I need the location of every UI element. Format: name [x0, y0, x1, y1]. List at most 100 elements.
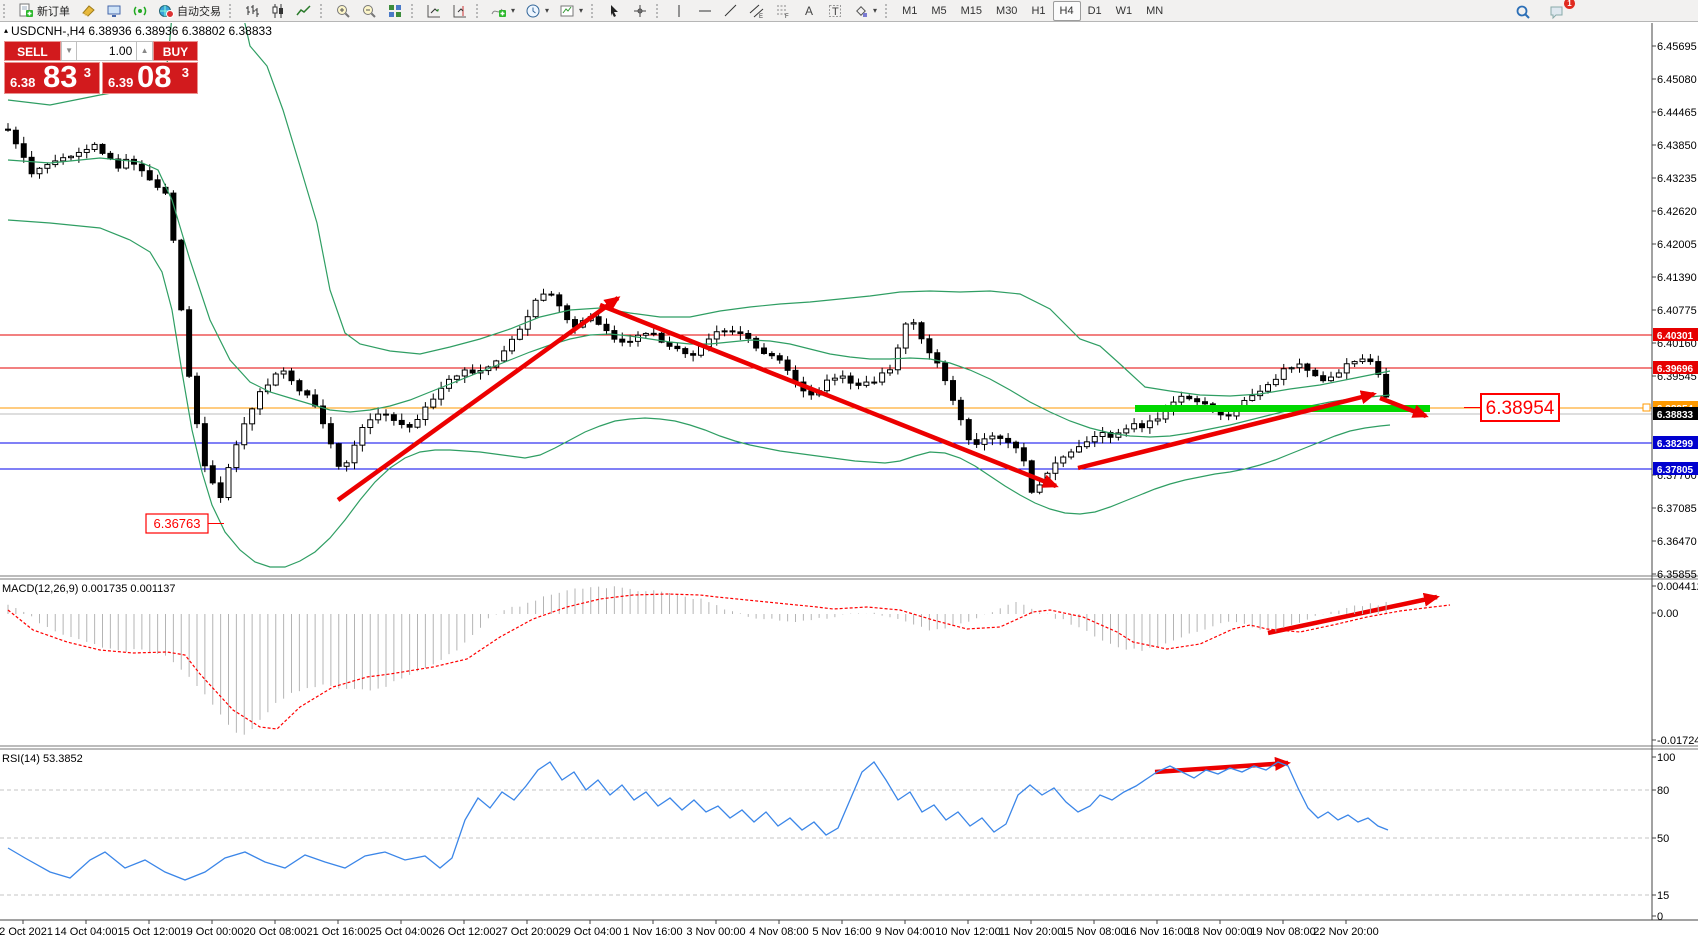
bar-chart-button[interactable]	[239, 0, 265, 22]
chart-window[interactable]: ▴ USDCNH-,H4 6.38936 6.38936 6.38802 6.38…	[0, 22, 1698, 939]
candlestick-chart-button[interactable]	[265, 0, 291, 22]
crosshair-icon	[632, 3, 648, 19]
tile-windows-button[interactable]	[382, 0, 408, 22]
toolbar-button-label: 自动交易	[177, 5, 221, 18]
search-button[interactable]	[1510, 1, 1536, 23]
timeframe-mn-button[interactable]: MN	[1146, 4, 1164, 17]
timeframe-w1-button[interactable]: W1	[1115, 4, 1133, 17]
new-order-icon	[18, 3, 34, 19]
market-signals-button[interactable]	[127, 0, 153, 22]
label-button[interactable]: T	[822, 0, 848, 22]
timeframe-m5-button[interactable]: M5	[931, 4, 947, 17]
crosshair-button[interactable]	[627, 0, 653, 22]
zoom-out-button[interactable]	[356, 0, 382, 22]
volume-increase-button[interactable]: ▲	[136, 41, 153, 61]
rsi-label: RSI(14) 53.3852	[2, 753, 83, 765]
trend-up-2-arrow[interactable]	[1077, 390, 1377, 471]
equidistant-channel-button[interactable]: E	[744, 0, 770, 22]
vertical-line-button[interactable]	[666, 0, 692, 22]
zoom-in-icon	[335, 3, 351, 19]
macd-signal-line	[7, 593, 1451, 730]
svg-text:15: 15	[1657, 890, 1669, 902]
autotrading-button[interactable]: 自动交易	[153, 0, 226, 22]
templates-button[interactable]: ▾	[554, 0, 588, 22]
svg-text:16 Nov 16:00: 16 Nov 16:00	[1124, 926, 1189, 938]
price-chart-canvas[interactable]: 6.36763 6.38954 6.45695 6.45080 6.44465 6.438…	[0, 22, 1698, 939]
svg-text:0: 0	[1657, 911, 1663, 923]
timeframe-d1-button[interactable]: D1	[1087, 4, 1102, 17]
periods-button[interactable]: ▾	[520, 0, 554, 22]
fibonacci-button[interactable]: F	[770, 0, 796, 22]
svg-text:6.44465: 6.44465	[1657, 107, 1697, 119]
dropdown-caret-icon[interactable]: ▾	[545, 6, 550, 15]
zoom-in-button[interactable]	[330, 0, 356, 22]
timeframe-h4-button[interactable]: H4	[1052, 0, 1081, 21]
trendline-button[interactable]	[718, 0, 744, 22]
svg-text:50: 50	[1657, 833, 1669, 845]
label-t-icon: T	[827, 3, 843, 19]
profiles-button[interactable]	[101, 0, 127, 22]
macd-trend-up-arrow[interactable]	[1267, 592, 1440, 636]
sell-price-display[interactable]: 6.38 83 3	[4, 59, 100, 94]
support-highlight-bar[interactable]	[1135, 405, 1430, 412]
cursor-icon	[606, 3, 622, 19]
text-button[interactable]: A	[796, 0, 822, 22]
svg-text:26 Oct 12:00: 26 Oct 12:00	[433, 926, 496, 938]
timeframe-m15-button[interactable]: M15	[960, 4, 983, 17]
volume-input[interactable]: 1.00	[77, 41, 137, 61]
low-price-annotation[interactable]: 6.36763	[145, 513, 224, 534]
dropdown-caret-icon[interactable]: ▾	[579, 6, 584, 15]
svg-text:6.40301: 6.40301	[1657, 331, 1694, 342]
shapes-button[interactable]: ▾	[848, 0, 882, 22]
dropdown-caret-icon[interactable]: ▾	[873, 6, 878, 15]
toolbar-grip	[591, 3, 598, 18]
timeframe-h1-button[interactable]: H1	[1031, 4, 1046, 17]
target-price-annotation[interactable]: 6.38954	[1464, 393, 1560, 422]
volume-decrease-button[interactable]: ▼	[60, 41, 78, 61]
trend-arrows	[336, 296, 1440, 775]
text-a-icon: A	[801, 3, 817, 19]
eraser-button[interactable]	[75, 0, 101, 22]
timeframe-m1-button[interactable]: M1	[902, 4, 918, 17]
chart-shift-button[interactable]	[447, 0, 473, 22]
svg-text:20 Oct 08:00: 20 Oct 08:00	[244, 926, 307, 938]
buy-price-big: 08	[137, 59, 172, 94]
auto-scroll-button[interactable]	[421, 0, 447, 22]
svg-text:6.38833: 6.38833	[1657, 410, 1694, 421]
horizontal-line-button[interactable]	[692, 0, 718, 22]
indicator-axis-labels: 0.004412 0.00 -0.017247 100 80 50 15 0	[1652, 581, 1698, 923]
new-order-button[interactable]: 新订单	[13, 0, 75, 22]
sell-button[interactable]: SELL	[4, 41, 61, 61]
linechart-icon	[296, 3, 312, 19]
trend-down-1-arrow[interactable]	[599, 302, 1059, 489]
timeframe-m30-button[interactable]: M30	[996, 4, 1018, 17]
eraser-icon	[80, 3, 96, 19]
svg-text:6.37085: 6.37085	[1657, 503, 1697, 515]
dropdown-caret-icon[interactable]: ▾	[511, 6, 516, 15]
sell-price-sup: 3	[83, 65, 91, 80]
svg-text:29 Oct 04:00: 29 Oct 04:00	[559, 926, 622, 938]
line-chart-button[interactable]	[291, 0, 317, 22]
buy-price-small: 6.39	[108, 75, 134, 90]
rsi-trend-up-arrow[interactable]	[1154, 756, 1291, 775]
cursor-button[interactable]	[601, 0, 627, 22]
svg-text:6.36763: 6.36763	[154, 516, 201, 531]
trend-up-1-arrow[interactable]	[336, 296, 621, 502]
svg-text:6.43235: 6.43235	[1657, 173, 1697, 185]
zoom-out-icon	[361, 3, 377, 19]
svg-text:27 Oct 20:00: 27 Oct 20:00	[496, 926, 559, 938]
toolbar-grip	[885, 3, 892, 18]
indicators-button[interactable]: ▾	[486, 0, 520, 22]
trend-down-2-arrow[interactable]	[1379, 395, 1429, 419]
toolbar-grip	[320, 3, 327, 18]
svg-text:6.41390: 6.41390	[1657, 272, 1697, 284]
svg-text:14 Oct 04:00: 14 Oct 04:00	[55, 926, 118, 938]
vline-icon	[671, 3, 687, 19]
panel-separators	[0, 23, 1698, 921]
autoscroll-icon	[426, 3, 442, 19]
buy-button[interactable]: BUY	[152, 41, 198, 61]
line-edit-handle[interactable]	[1642, 403, 1651, 412]
buy-price-display[interactable]: 6.39 08 3	[102, 59, 198, 94]
notifications-button[interactable]: 1	[1544, 0, 1575, 23]
